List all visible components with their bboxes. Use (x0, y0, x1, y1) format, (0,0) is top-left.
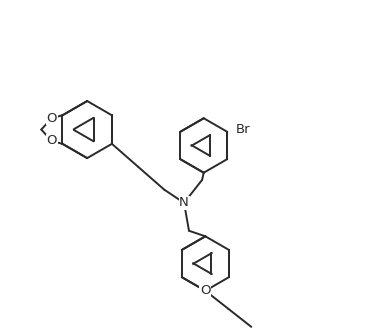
Text: Br: Br (235, 123, 250, 136)
Text: O: O (200, 284, 211, 297)
Text: O: O (46, 112, 57, 125)
Text: N: N (179, 196, 189, 209)
Text: O: O (46, 134, 57, 148)
